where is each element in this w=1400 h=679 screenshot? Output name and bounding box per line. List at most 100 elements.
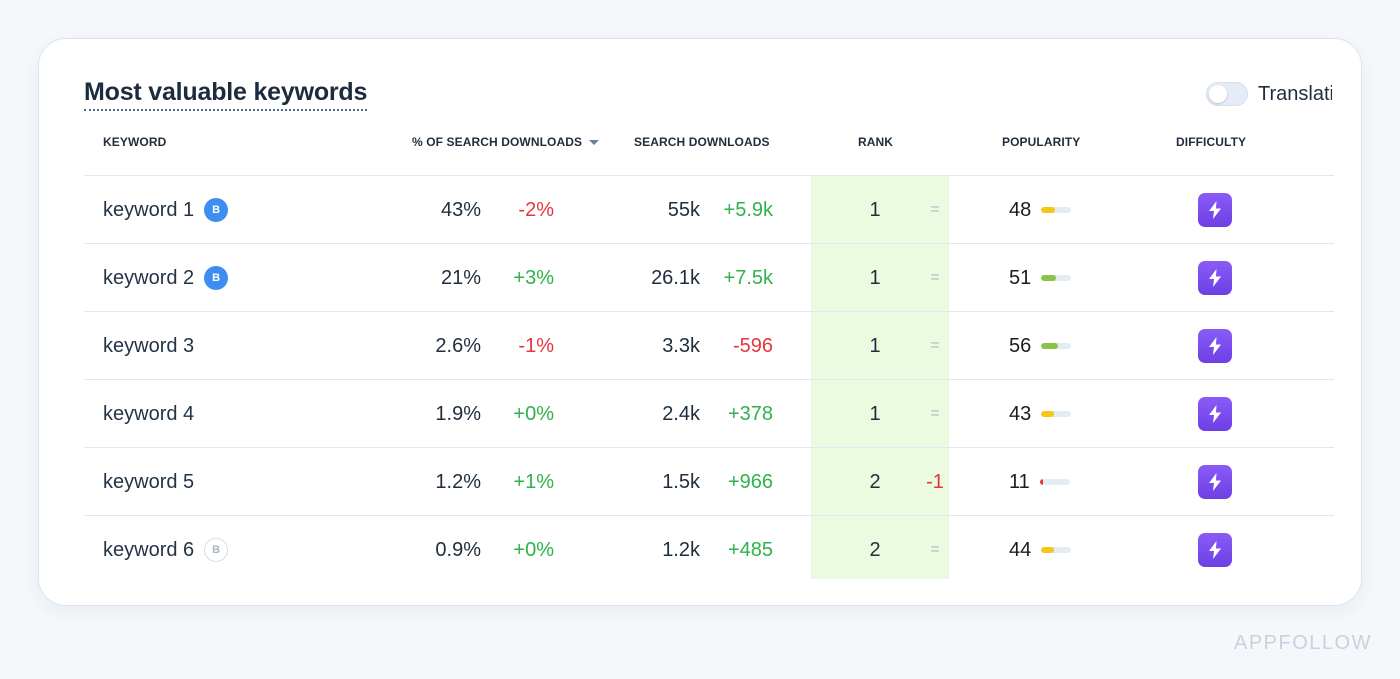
translation-toggle[interactable]	[1206, 82, 1248, 106]
pct-change-text: +3%	[513, 266, 554, 289]
keyword-cell: keyword 4	[103, 380, 194, 448]
downloads-change-text: +378	[727, 402, 773, 425]
popularity-bar-fill	[1039, 479, 1043, 485]
difficulty-button[interactable]	[1198, 329, 1232, 363]
translation-toggle-group[interactable]: Translati	[1206, 79, 1332, 109]
table-row[interactable]: keyword 1 B 43% -2% 55k +5.9k 1 = 48	[39, 176, 1361, 244]
table-row[interactable]: keyword 5 1.2% +1% 1.5k +966 2 -1 11	[39, 448, 1361, 516]
popularity-value: 44	[1009, 538, 1032, 561]
popularity-bar	[1041, 207, 1072, 213]
table-divider	[84, 447, 1334, 448]
downloads-value: 1.5k	[662, 470, 700, 493]
rank-value: 1	[869, 266, 881, 289]
rank-value: 2	[869, 470, 881, 493]
column-header-difficulty[interactable]: DIFFICULTY	[1176, 135, 1247, 149]
keyword-text[interactable]: keyword 3	[103, 334, 195, 357]
column-header-keyword[interactable]: KEYWORD	[103, 135, 167, 149]
keyword-cell: keyword 2 B	[103, 244, 229, 312]
pct-change-text: -2%	[518, 198, 554, 221]
difficulty-cell	[1198, 516, 1232, 584]
keyword-text[interactable]: keyword 1	[103, 198, 195, 221]
popularity-value: 11	[1009, 470, 1030, 493]
pct-change: +0%	[489, 516, 554, 584]
rank-change-text: =	[930, 541, 940, 558]
table-row[interactable]: keyword 3 2.6% -1% 3.3k -596 1 = 56	[39, 312, 1361, 380]
rank-change-text: =	[930, 337, 940, 354]
appfollow-watermark: APPFOLLOW	[1234, 632, 1372, 654]
popularity-value: 43	[1009, 402, 1032, 425]
table-row[interactable]: keyword 6 B 0.9% +0% 1.2k +485 2 = 44	[39, 516, 1361, 584]
column-header-pct-label: % OF SEARCH DOWNLOADS	[412, 135, 583, 149]
rank-change: -1	[915, 448, 955, 516]
pct-change-text: -1%	[518, 334, 554, 357]
popularity-bar	[1041, 547, 1072, 553]
rank-value: 2	[869, 538, 881, 561]
popularity-value: 51	[1009, 266, 1032, 289]
keyword-cell: keyword 5	[103, 448, 194, 516]
pct-change: +0%	[489, 380, 554, 448]
pct-change: +1%	[489, 448, 554, 516]
downloads-change: +5.9k	[703, 176, 773, 244]
popularity-bar	[1039, 479, 1070, 485]
pct-change: -1%	[489, 312, 554, 380]
popularity-bar-fill	[1041, 411, 1055, 417]
brand-badge[interactable]: B	[204, 538, 229, 562]
lightning-icon	[1209, 269, 1221, 287]
popularity-bar-fill	[1041, 343, 1059, 349]
downloads-change: +7.5k	[703, 244, 773, 312]
column-header-rank[interactable]: RANK	[858, 135, 894, 149]
column-header-pct-search-downloads[interactable]: % OF SEARCH DOWNLOADS	[412, 135, 600, 149]
keyword-text[interactable]: keyword 5	[103, 470, 195, 493]
rank-value: 1	[869, 334, 881, 357]
card-title[interactable]: Most valuable keywords	[84, 77, 367, 111]
brand-badge[interactable]: B	[204, 266, 229, 290]
column-header-search-downloads[interactable]: SEARCH DOWNLOADS	[634, 135, 770, 149]
difficulty-button[interactable]	[1198, 193, 1232, 227]
lightning-icon	[1209, 541, 1221, 559]
brand-badge[interactable]: B	[204, 198, 229, 222]
table-divider	[84, 243, 1334, 244]
keyword-cell: keyword 1 B	[103, 176, 229, 244]
table-row[interactable]: keyword 2 B 21% +3% 26.1k +7.5k 1 = 51	[39, 244, 1361, 312]
popularity-bar-fill	[1041, 207, 1056, 213]
table-divider	[84, 515, 1334, 516]
keyword-text[interactable]: keyword 6	[103, 538, 195, 561]
pct-change-text: +0%	[513, 538, 554, 561]
downloads-change-text: +966	[727, 470, 773, 493]
rank-column-highlight	[811, 175, 949, 579]
difficulty-cell	[1198, 448, 1232, 516]
pct-value: 2.6%	[435, 334, 481, 357]
table-header: KEYWORD % OF SEARCH DOWNLOADS SEARCH DOW…	[39, 135, 1361, 155]
rank-change-text: =	[930, 201, 940, 218]
popularity-cell: 51	[1009, 244, 1072, 312]
difficulty-button[interactable]	[1198, 533, 1232, 567]
downloads-value: 2.4k	[662, 402, 700, 425]
difficulty-cell	[1198, 176, 1232, 244]
difficulty-button[interactable]	[1198, 465, 1232, 499]
popularity-bar	[1041, 411, 1072, 417]
keyword-text[interactable]: keyword 2	[103, 266, 195, 289]
column-header-popularity[interactable]: POPULARITY	[1002, 135, 1081, 149]
lightning-icon	[1209, 473, 1221, 491]
rank-change: =	[915, 176, 955, 244]
keywords-card: Most valuable keywords Translati KEYWORD…	[38, 38, 1362, 606]
popularity-bar	[1041, 275, 1072, 281]
rank-change-text: -1	[926, 470, 944, 493]
rank-change: =	[915, 312, 955, 380]
table-row[interactable]: keyword 4 1.9% +0% 2.4k +378 1 = 43	[39, 380, 1361, 448]
rank-value: 1	[869, 198, 881, 221]
rank-change: =	[915, 244, 955, 312]
rank-change: =	[915, 516, 955, 584]
downloads-value: 1.2k	[662, 538, 700, 561]
pct-value: 0.9%	[435, 538, 481, 561]
popularity-bar-fill	[1041, 547, 1055, 553]
toggle-knob	[1209, 85, 1227, 103]
difficulty-button[interactable]	[1198, 261, 1232, 295]
lightning-icon	[1209, 337, 1221, 355]
downloads-value: 3.3k	[662, 334, 700, 357]
pct-value: 43%	[440, 198, 481, 221]
difficulty-button[interactable]	[1198, 397, 1232, 431]
keyword-text[interactable]: keyword 4	[103, 402, 195, 425]
lightning-icon	[1209, 405, 1221, 423]
popularity-bar-fill	[1041, 275, 1057, 281]
